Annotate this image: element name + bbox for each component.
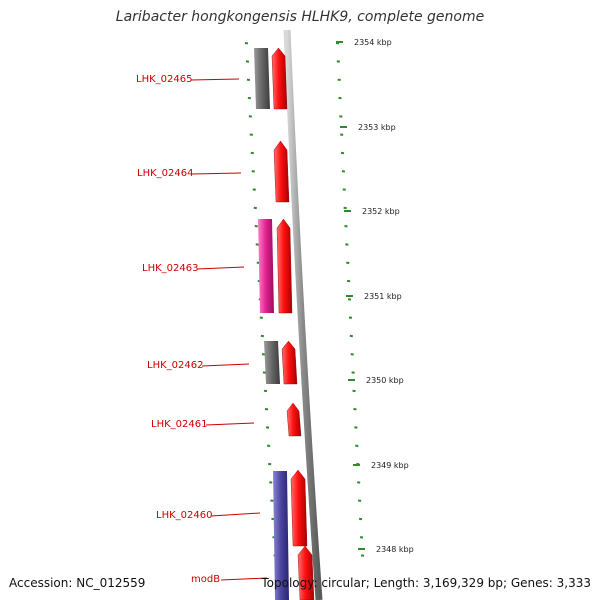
label-leader-line [196, 266, 245, 270]
label-leader-line [201, 363, 250, 367]
cds-arrow [273, 140, 290, 203]
blue-feature-bar [273, 471, 289, 600]
ruler-labels: 2354 kbp 2353 kbp 2352 kbp 2351 kbp 2350 kbp… [354, 38, 414, 554]
cds-arrow [271, 47, 288, 110]
cds-arrow [297, 545, 315, 600]
gray-feature-bar [264, 341, 280, 384]
ruler-label: 2353 kbp [358, 123, 396, 132]
label-leader-line [220, 577, 268, 581]
gene-label[interactable]: LHK_02465 [136, 74, 192, 85]
gene-labels: LHK_02465 LHK_02464 LHK_02463 LHK_02462 LHK_… [136, 74, 220, 585]
ruler-label: 2349 kbp [371, 461, 409, 470]
label-leader-line [191, 172, 242, 175]
label-leader-line [210, 512, 261, 517]
gene-label[interactable]: LHK_02464 [137, 168, 193, 179]
topology-text: Topology: circular; Length: 3,169,329 bp… [261, 576, 591, 590]
ruler-label: 2348 kbp [376, 545, 414, 554]
genome-backbone [283, 29, 323, 600]
gene-label[interactable]: LHK_02460 [156, 510, 212, 521]
gene-label[interactable]: LHK_02463 [142, 263, 198, 274]
gene-label[interactable]: LHK_02462 [147, 360, 203, 371]
label-leader-line [190, 78, 240, 81]
ruler-label: 2354 kbp [354, 38, 392, 47]
ruler-label: 2351 kbp [364, 292, 402, 301]
ruler-label: 2350 kbp [366, 376, 404, 385]
gene-features [254, 47, 315, 600]
ruler-label: 2352 kbp [362, 207, 400, 216]
pink-feature-bar [258, 219, 274, 313]
label-leader-line [205, 422, 255, 426]
accession-text: Accession: NC_012559 [9, 576, 146, 590]
gene-label[interactable]: LHK_02461 [151, 419, 207, 430]
gene-label[interactable]: modB [191, 574, 220, 585]
ruler-outer-ticks [335, 41, 365, 557]
genome-title: Laribacter hongkongensis HLHK9, complete… [115, 9, 485, 25]
label-leader-lines [190, 78, 268, 581]
ruler-inner-ticks [244, 42, 277, 557]
cds-arrow [290, 469, 308, 547]
gray-feature-bar [254, 48, 270, 109]
cds-arrow [281, 340, 298, 385]
cds-arrow [286, 402, 302, 437]
cds-arrow [276, 218, 293, 314]
